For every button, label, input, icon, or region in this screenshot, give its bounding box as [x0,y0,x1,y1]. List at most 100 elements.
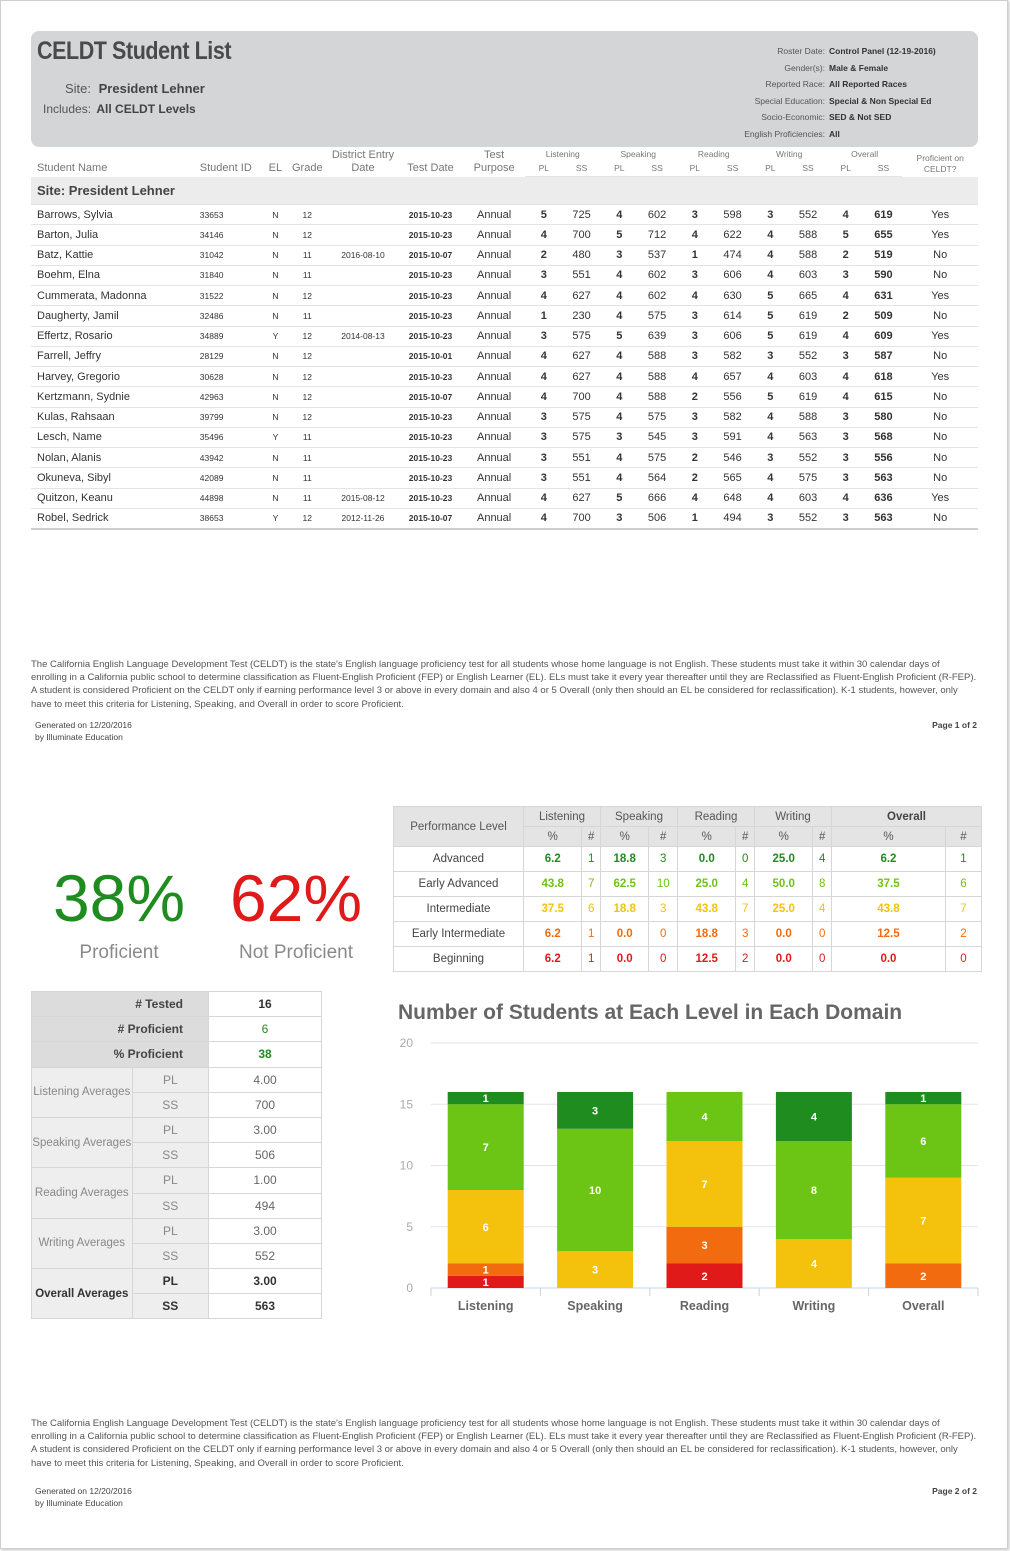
grade: 12 [286,224,329,246]
perf-value: 7 [944,896,983,922]
perf-num-header: # [735,826,755,847]
el-flag: Y [264,427,287,449]
writing-pl: 5 [751,305,790,327]
grade: 12 [286,346,329,368]
student-row: Okuneva, Sibyl 42089 N 11 2015-10-23 Annual 3 5… [31,467,978,489]
reading-ss: 565 [713,467,752,489]
bar-data-label: 7 [483,1142,489,1154]
proficient-flag: No [902,407,978,428]
avg-ss-label: SS [131,1142,210,1169]
reading-pl: 4 [676,366,714,388]
grade: 12 [286,204,329,226]
writing-pl: 3 [751,508,790,530]
footnote-page1: The California English Language Developm… [31,659,977,710]
test-date: 2015-10-23 [397,467,464,489]
bar-segment [447,1263,524,1276]
test-date: 2015-10-23 [397,204,464,226]
proficient-flag: Yes [902,366,978,388]
overall-pl: 4 [826,386,865,408]
avg-pl-label: PL [131,1066,210,1093]
perf-level-name: Intermediate [393,896,524,922]
writing-pl: 4 [751,224,790,246]
student-name: Robel, Sedrick [31,508,200,530]
filter-label: Reported Race: [765,79,825,89]
reading-ss: 582 [713,346,752,368]
perf-value: 62.5 [599,871,650,897]
proficient-flag: No [902,245,978,266]
student-row: Batz, Kattie 31042 N 11 2016-08-10 2015-10-07… [31,245,978,266]
speaking-ss: 712 [638,224,676,246]
listening-ss: 725 [562,204,601,226]
avg-row: Speaking Averages PL 3.00 [31,1116,322,1169]
col-grade: Grade [291,161,323,174]
overall-pl: 2 [826,245,865,266]
perf-pct-header: % [522,826,583,847]
grade: 12 [286,285,329,307]
speaking-pl: 4 [600,285,639,307]
avg-pl-label: PL [131,1268,210,1295]
test-date: 2015-10-07 [397,386,464,408]
entry-date [328,366,398,388]
reading-ss: 606 [713,265,752,287]
writing-pl: 5 [751,285,790,307]
perf-pct-header: % [599,826,650,847]
student-name: Cummerata, Madonna [31,285,200,307]
perf-value: 2 [735,946,755,972]
col-proficient: Proficient on CELDT? [916,152,964,174]
avg-pl-value: 3.00 [208,1116,322,1144]
student-id: 34146 [199,224,265,246]
student-name: Farrell, Jeffry [31,346,200,368]
avg-row: Listening Averages PL 4.00 [31,1066,322,1118]
student-id: 30628 [199,366,265,388]
student-row: Quitzon, Keanu 44898 N 11 2015-08-12 2015-10-… [31,488,978,509]
perf-value: 0.0 [599,921,650,947]
speaking-ss: 602 [638,204,676,226]
el-flag: N [264,285,287,307]
perf-value: 50.0 [753,871,814,897]
listening-ss: 627 [562,366,601,388]
test-purpose: Annual [463,488,525,509]
grade: 12 [286,386,329,408]
col-writing: Writing [776,149,803,159]
col-test-date: Test Date [407,161,454,174]
overall-ss: 563 [864,508,903,530]
listening-pl: 4 [525,366,563,388]
proficient-flag: No [902,386,978,408]
el-flag: N [264,488,287,509]
bar-data-label: 7 [701,1179,707,1191]
perf-value: 3 [648,896,678,922]
bar-data-label: 3 [592,1265,598,1277]
filter-row: Socio-Economic: SED & Not SED [681,109,971,126]
perf-value: 18.8 [676,921,737,947]
bar-data-label: 7 [920,1216,926,1228]
proficient-count-label: # Proficient [31,1016,209,1043]
perf-value: 4 [812,846,832,872]
perf-value: 0.0 [831,946,946,972]
reading-ss: 606 [713,326,752,347]
listening-pl: 4 [525,386,563,408]
perf-value: 0.0 [676,846,737,872]
test-date: 2015-10-01 [397,346,464,368]
student-id: 31840 [199,265,265,287]
entry-date [328,407,398,428]
col-student-name: Student Name [37,161,108,174]
reading-ss: 614 [713,305,752,327]
page-number-2: Page 2 of 2 [932,1486,977,1496]
listening-pl: 3 [525,467,563,489]
reading-ss: 546 [713,447,752,469]
writing-ss: 665 [789,285,827,307]
grade: 12 [286,407,329,428]
site-line: Site: President Lehner [43,81,205,96]
student-id: 43942 [199,447,265,469]
reading-pl: 2 [676,467,714,489]
listening-ss: 575 [562,427,601,449]
writing-ss: 603 [789,488,827,509]
reading-pl: 3 [676,305,714,327]
grade: 11 [286,265,329,287]
perf-level-name: Advanced [393,846,524,872]
perf-value: 25.0 [753,846,814,872]
test-date: 2015-10-23 [397,427,464,449]
writing-ss: 619 [789,326,827,347]
entry-date [328,346,398,368]
includes-value: All CELDT Levels [96,102,196,116]
